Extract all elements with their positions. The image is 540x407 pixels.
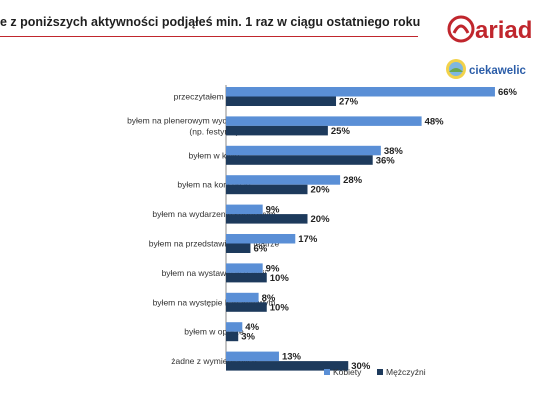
- bar-kobiety: [226, 351, 279, 362]
- category-label-line: byłem na występie kabaretowym: [153, 297, 276, 307]
- value-label: 17%: [298, 234, 318, 245]
- value-label: 20%: [311, 185, 331, 196]
- category-label-line: byłem na wystawie w galerii: [162, 268, 267, 278]
- ciekawe-logo: ciekawelic: [444, 55, 540, 85]
- bar-mezczyzni: [226, 214, 308, 224]
- legend-swatch: [377, 369, 383, 375]
- value-label: 3%: [241, 332, 255, 343]
- category-label: byłem na przedstawieniu w teatrze: [149, 239, 280, 249]
- value-label: 66%: [498, 87, 518, 98]
- bar-kobiety: [226, 87, 495, 97]
- value-label: 9%: [266, 205, 280, 216]
- ariadna-logo-mark: ariad: [447, 15, 532, 44]
- svg-text:ariad: ariad: [475, 17, 532, 44]
- category-label-line: byłem w operze: [184, 327, 244, 337]
- value-label: 48%: [425, 116, 445, 127]
- value-label: 4%: [245, 322, 259, 333]
- bar-kobiety: [226, 204, 263, 215]
- category-label-line: przeczytałem książkę: [174, 92, 255, 102]
- category-label: byłem na wystawie w galerii: [162, 268, 267, 278]
- bar-mezczyzni: [226, 361, 349, 371]
- bar-mezczyzni: [226, 243, 251, 253]
- value-label: 6%: [253, 244, 267, 255]
- bar-kobiety: [226, 116, 422, 126]
- value-label: 25%: [331, 126, 351, 137]
- value-label: 9%: [266, 263, 280, 274]
- legend-label: Kobiety: [333, 367, 362, 377]
- value-label: 8%: [262, 293, 276, 304]
- category-label: byłem w operze: [184, 327, 244, 337]
- bar-kobiety: [226, 145, 381, 156]
- value-label: 30%: [351, 361, 371, 372]
- category-label-line: żadne z wymienionych: [171, 356, 257, 366]
- value-label: 28%: [343, 175, 363, 186]
- category-label: przeczytałem książkę: [174, 92, 255, 102]
- category-label-line: (np. festynie): [189, 126, 238, 136]
- category-label: byłem na wydarzeniu sportowym: [152, 209, 275, 219]
- legend-label: Mężczyźni: [386, 367, 426, 377]
- category-label-line: byłem na wydarzeniu sportowym: [152, 209, 275, 219]
- chart-legend: Kobiety Mężczyźni: [324, 367, 426, 377]
- category-label-line: byłem na przedstawieniu w teatrze: [149, 239, 280, 249]
- bar-kobiety: [226, 322, 243, 332]
- category-label: byłem w kinie: [188, 150, 239, 160]
- svg-text:ciekawelic: ciekawelic: [469, 65, 527, 77]
- value-label: 20%: [311, 214, 331, 225]
- bar-kobiety: [226, 292, 259, 303]
- ciekawe-logo-mark: ciekawelic: [446, 59, 527, 79]
- category-label-line: byłem na koncercie: [177, 180, 251, 190]
- ariadna-logo: ariad: [445, 9, 540, 49]
- value-label: 10%: [270, 302, 290, 313]
- bar-kobiety: [226, 175, 341, 185]
- chart-title: e z poniższych aktywności podjąłeś min. …: [0, 15, 420, 29]
- category-label: byłem na plenerowym wydarzeniu kulturaln…: [127, 115, 301, 136]
- legend-swatch: [324, 369, 330, 375]
- value-label: 38%: [384, 146, 404, 157]
- category-label-line: byłem na plenerowym wydarzeniu kulturaln…: [127, 115, 301, 125]
- bar-mezczyzni: [226, 331, 239, 342]
- bar-mezczyzni: [226, 125, 328, 136]
- bar-mezczyzni: [226, 272, 267, 283]
- value-label: 36%: [376, 155, 396, 166]
- value-label: 13%: [282, 352, 302, 363]
- value-label: 10%: [270, 273, 290, 284]
- bar-mezczyzni: [226, 96, 337, 106]
- bar-kobiety: [226, 234, 296, 244]
- category-label: byłem na koncercie: [177, 180, 251, 190]
- bar-kobiety: [226, 263, 263, 273]
- category-label: żadne z wymienionych: [171, 356, 257, 366]
- title-divider: [0, 36, 418, 37]
- value-label: 27%: [339, 97, 359, 108]
- category-label-line: byłem w kinie: [188, 150, 239, 160]
- bar-mezczyzni: [226, 155, 373, 165]
- category-label: byłem na występie kabaretowym: [153, 297, 276, 307]
- bar-mezczyzni: [226, 184, 308, 195]
- bar-mezczyzni: [226, 302, 267, 312]
